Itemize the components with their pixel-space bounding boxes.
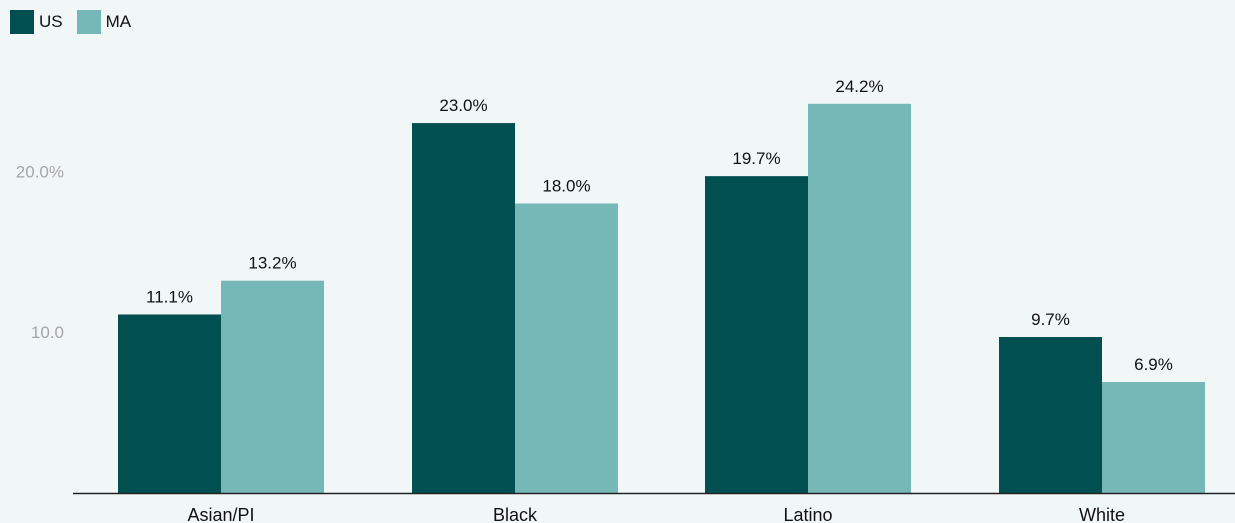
data-label-us-black: 23.0% bbox=[439, 96, 487, 115]
y-tick-label: 10.0 bbox=[31, 323, 64, 342]
legend-swatch-ma bbox=[76, 10, 101, 34]
category-label-black: Black bbox=[493, 505, 538, 523]
bar-ma-latino bbox=[808, 103, 911, 493]
bar-ma-white bbox=[1102, 382, 1205, 493]
y-tick-label: 20.0% bbox=[16, 162, 64, 181]
legend-item-us: US bbox=[10, 10, 63, 34]
category-label-latino: Latino bbox=[783, 505, 832, 523]
bar-us-latino bbox=[705, 176, 808, 493]
legend-swatch-us bbox=[10, 10, 34, 34]
data-label-us-latino: 19.7% bbox=[732, 149, 780, 168]
bar-ma-asianpi bbox=[221, 280, 324, 493]
data-label-ma-white: 6.9% bbox=[1134, 355, 1173, 374]
category-label-white: White bbox=[1079, 505, 1125, 523]
data-label-ma-asianpi: 13.2% bbox=[248, 254, 296, 273]
bar-ma-black bbox=[515, 203, 618, 493]
data-label-ma-latino: 24.2% bbox=[835, 77, 883, 96]
data-label-us-white: 9.7% bbox=[1031, 310, 1070, 329]
legend-item-ma: MA bbox=[76, 10, 132, 34]
legend-label-us: US bbox=[39, 12, 63, 31]
data-label-ma-black: 18.0% bbox=[542, 176, 590, 195]
bar-us-asianpi bbox=[118, 314, 221, 493]
bar-us-black bbox=[412, 123, 515, 493]
legend: US MA bbox=[10, 10, 145, 34]
legend-label-ma: MA bbox=[105, 12, 132, 31]
bar-us-white bbox=[999, 336, 1102, 493]
data-label-us-asianpi: 11.1% bbox=[146, 287, 193, 306]
category-label-asianpi: Asian/PI bbox=[187, 505, 254, 523]
